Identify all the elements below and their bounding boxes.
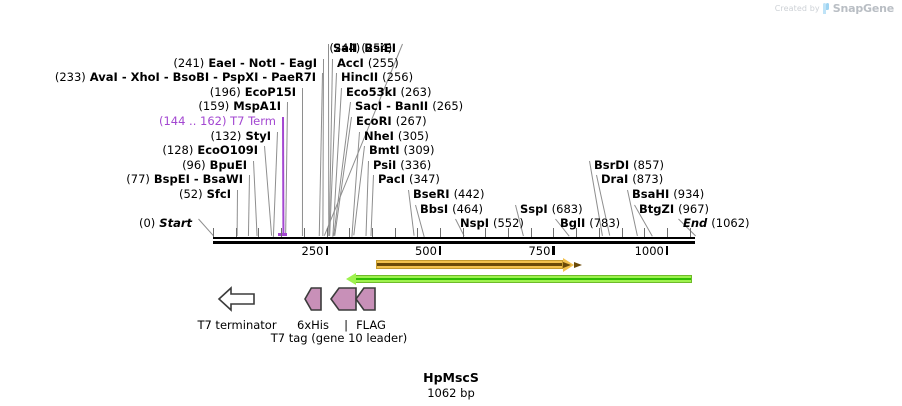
t7-term-span-marker xyxy=(278,233,287,236)
leader-line xyxy=(365,160,369,236)
leader-line xyxy=(285,102,288,236)
leader-line xyxy=(370,175,374,237)
enzyme-label-t7-term: (144 .. 162) T7 Term xyxy=(158,114,276,128)
enzyme-label-sali: SalI (254) xyxy=(333,41,393,55)
sequence-length: 1062 bp xyxy=(427,386,475,400)
enzyme-label-eaei-noti-eagi: (241) EaeI - NotI - EagI xyxy=(173,55,317,70)
leader-line xyxy=(282,116,284,237)
ruler-backbone xyxy=(213,241,695,244)
ruler-major-tick xyxy=(552,246,555,255)
enzyme-label-bsrdi: BsrDI (857) xyxy=(594,157,665,172)
enzyme-label-bsiei: (244) BsiEI xyxy=(329,41,396,55)
enzyme-label-start: (0) Start xyxy=(138,216,192,231)
enzyme-label-paci: PacI (347) xyxy=(378,172,440,187)
leader-line xyxy=(264,146,273,237)
ruler-minor-tick xyxy=(439,228,441,238)
ruler-tick-label: 500 xyxy=(414,244,437,258)
ruler-minor-tick xyxy=(508,228,509,238)
enzyme-label-acci: AccI (255) xyxy=(337,55,399,70)
cds-feature-label: T7 tag (gene 10 leader) xyxy=(270,331,408,345)
enzyme-label-nhei: NheI (305) xyxy=(364,128,429,143)
enzyme-label-mspa1i: (159) MspA1I xyxy=(198,99,281,114)
enzyme-label-psii: PsiI (336) xyxy=(373,157,432,172)
feature-arrow-orange xyxy=(376,260,563,269)
ruler-minor-tick xyxy=(598,228,600,238)
enzyme-label-ecop15i: (196) EcoP15I xyxy=(209,84,296,99)
leader-line xyxy=(198,218,214,237)
ruler-minor-tick xyxy=(303,228,305,238)
snapgene-logo-icon xyxy=(822,3,830,14)
cds-feature-label: 6xHis xyxy=(297,318,329,332)
enzyme-label-bsahi: BsaHI (934) xyxy=(632,187,705,201)
feature-arrow-green xyxy=(354,275,692,283)
ruler-minor-tick xyxy=(462,228,464,238)
ruler-minor-tick xyxy=(326,228,328,238)
enzyme-label-ecori: EcoRI (267) xyxy=(356,114,427,128)
cds-arrow-t7-terminator xyxy=(217,286,255,312)
enzyme-label-sfci: (52) SfcI xyxy=(179,187,231,201)
ruler-minor-tick xyxy=(485,228,487,238)
enzyme-label-bgli: BglI (783) xyxy=(560,216,621,231)
enzyme-label-sspi: SspI (683) xyxy=(520,201,583,216)
ruler-minor-tick xyxy=(349,228,351,238)
ruler-minor-tick xyxy=(553,228,555,238)
ruler-minor-tick xyxy=(530,228,532,238)
cds-feature-label: FLAG xyxy=(356,318,386,332)
enzyme-label-eco53ki: Eco53kI (263) xyxy=(346,84,432,99)
ruler-minor-tick xyxy=(371,228,373,238)
cds-arrow-6xhis xyxy=(303,287,322,311)
page-title: HpMscS xyxy=(423,370,479,385)
cds-feature-label: T7 terminator xyxy=(197,318,277,332)
ruler-minor-tick xyxy=(235,228,237,238)
enzyme-label-nspi: NspI (552) xyxy=(460,216,524,231)
enzyme-label-bseri: BseRI (442) xyxy=(413,187,485,201)
leader-line xyxy=(301,87,303,236)
ruler-tick-label: 1000 xyxy=(634,244,664,258)
feature-arrowhead-green xyxy=(346,273,357,285)
cds-arrow-flag xyxy=(355,287,376,311)
enzyme-label-end: End (1062) xyxy=(683,216,750,231)
ruler-minor-tick xyxy=(621,228,623,238)
ruler-minor-tick xyxy=(666,228,668,238)
enzyme-label-styi: (132) StyI xyxy=(210,128,272,143)
ruler-minor-tick xyxy=(417,228,419,238)
cds-feature-label: | xyxy=(344,318,348,332)
leader-line xyxy=(247,175,250,236)
ruler-major-tick xyxy=(325,246,328,255)
ruler-upper-line xyxy=(213,237,695,239)
enzyme-label-avai-xhoi-bsobi-pspxi-paer7i: (233) AvaI - XhoI - BsoBI - PspXI - PaeR… xyxy=(54,70,316,85)
ruler-tick-label: 750 xyxy=(528,244,551,258)
enzyme-label-drai: DraI (873) xyxy=(601,172,664,187)
ruler-minor-tick xyxy=(576,228,578,238)
enzyme-label-btgzi: BtgZI (967) xyxy=(639,201,710,216)
ruler-minor-tick xyxy=(281,228,283,238)
leader-line xyxy=(334,116,352,237)
leader-line xyxy=(272,131,278,237)
enzyme-label-bbsi: BbsI (464) xyxy=(420,201,484,216)
ruler-minor-tick xyxy=(689,228,691,238)
ruler-minor-tick xyxy=(394,228,396,238)
enzyme-label-bmti: BmtI (309) xyxy=(369,143,435,158)
ruler-minor-tick xyxy=(644,228,646,238)
ruler-minor-tick xyxy=(258,228,260,238)
watermark-created-by: Created by xyxy=(774,4,820,13)
enzyme-label-ecoo109i: (128) EcoO109I xyxy=(162,143,258,158)
leader-line xyxy=(236,189,238,237)
ruler-major-tick xyxy=(438,246,442,255)
enzyme-label-saci-banii: SacI - BanII (265) xyxy=(355,99,464,114)
enzyme-label-hincii: HincII (256) xyxy=(341,70,414,85)
watermark-brand: SnapGene xyxy=(832,2,894,15)
leader-line xyxy=(322,58,324,236)
feature-arrowhead-orange-core xyxy=(562,261,571,268)
ruler-minor-tick xyxy=(213,228,214,238)
snapgene-watermark: Created by SnapGene xyxy=(775,2,894,15)
ruler-major-tick xyxy=(665,246,669,255)
enzyme-label-bpuei: (96) BpuEI xyxy=(182,157,247,172)
ruler-tick-label: 250 xyxy=(301,244,324,258)
leader-line xyxy=(253,160,258,237)
enzyme-label-bspei-bsawi: (77) BspEI - BsaWI xyxy=(126,172,243,187)
